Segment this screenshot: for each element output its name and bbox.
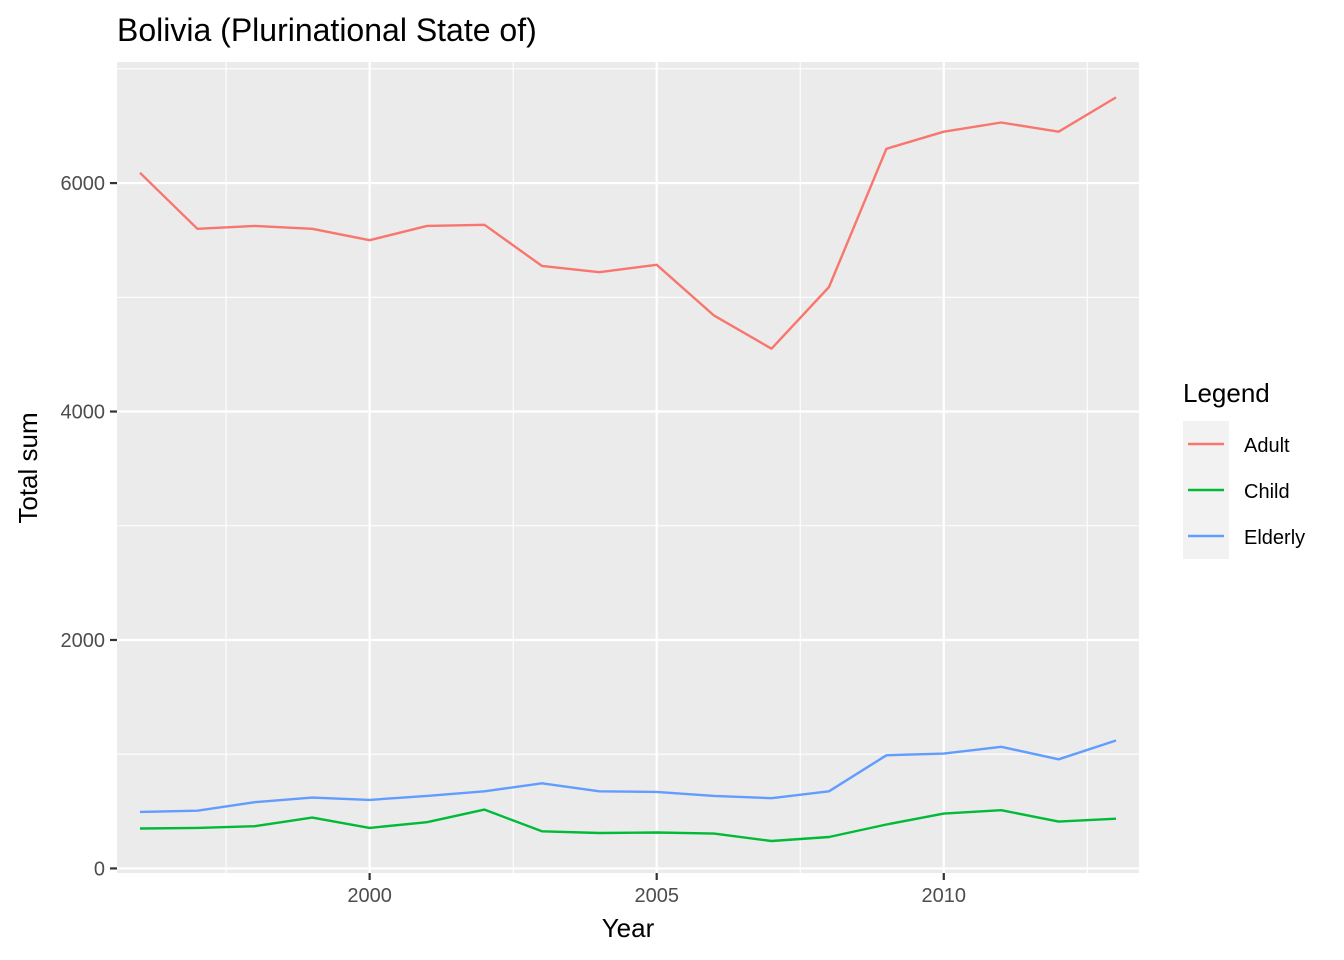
minor-gridlines [117, 62, 1139, 873]
series-line-adult [139, 96, 1117, 350]
y-tick-label: 4000 [61, 402, 106, 424]
series-line-elderly [139, 739, 1117, 814]
y-tick-label: 2000 [61, 630, 106, 652]
x-axis-title: Year [602, 913, 655, 943]
y-axis: 0 2000 4000 6000 [61, 173, 117, 880]
x-tick-label: 2000 [347, 885, 392, 907]
major-gridlines [117, 62, 1139, 873]
y-tick-label: 0 [94, 858, 105, 880]
series-line-child [139, 808, 1117, 843]
y-axis-title: Total sum [13, 412, 43, 523]
chart-title: Bolivia (Plurinational State of) [117, 12, 537, 48]
x-tick-label: 2010 [922, 885, 967, 907]
legend-label-adult: Adult [1244, 435, 1290, 457]
legend-title: Legend [1183, 378, 1270, 408]
series-lines [139, 96, 1117, 843]
legend: Legend Adult Child Elderly [1183, 378, 1305, 559]
y-tick-label: 6000 [61, 173, 106, 195]
legend-label-elderly: Elderly [1244, 527, 1305, 549]
x-axis: 2000 2005 2010 [347, 873, 966, 907]
x-tick-label: 2005 [634, 885, 679, 907]
legend-label-child: Child [1244, 481, 1290, 503]
plot-panel [117, 62, 1139, 873]
